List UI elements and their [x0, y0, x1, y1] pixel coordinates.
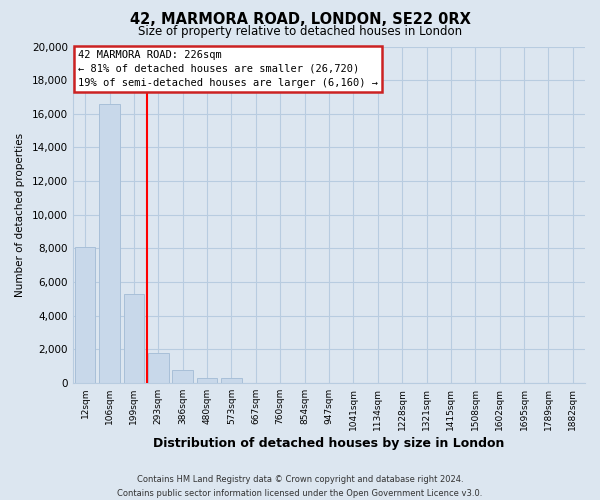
Bar — [75, 247, 95, 383]
Text: 42, MARMORA ROAD, LONDON, SE22 0RX: 42, MARMORA ROAD, LONDON, SE22 0RX — [130, 12, 470, 28]
Text: Contains HM Land Registry data © Crown copyright and database right 2024.
Contai: Contains HM Land Registry data © Crown c… — [118, 476, 482, 498]
X-axis label: Distribution of detached houses by size in London: Distribution of detached houses by size … — [153, 437, 505, 450]
Bar — [172, 370, 193, 383]
Bar — [124, 294, 144, 383]
Bar — [148, 353, 169, 383]
Text: Size of property relative to detached houses in London: Size of property relative to detached ho… — [138, 25, 462, 38]
Text: 42 MARMORA ROAD: 226sqm
← 81% of detached houses are smaller (26,720)
19% of sem: 42 MARMORA ROAD: 226sqm ← 81% of detache… — [78, 50, 378, 88]
Y-axis label: Number of detached properties: Number of detached properties — [15, 132, 25, 297]
Bar — [221, 378, 242, 383]
Bar — [197, 378, 217, 383]
Bar — [99, 104, 120, 383]
